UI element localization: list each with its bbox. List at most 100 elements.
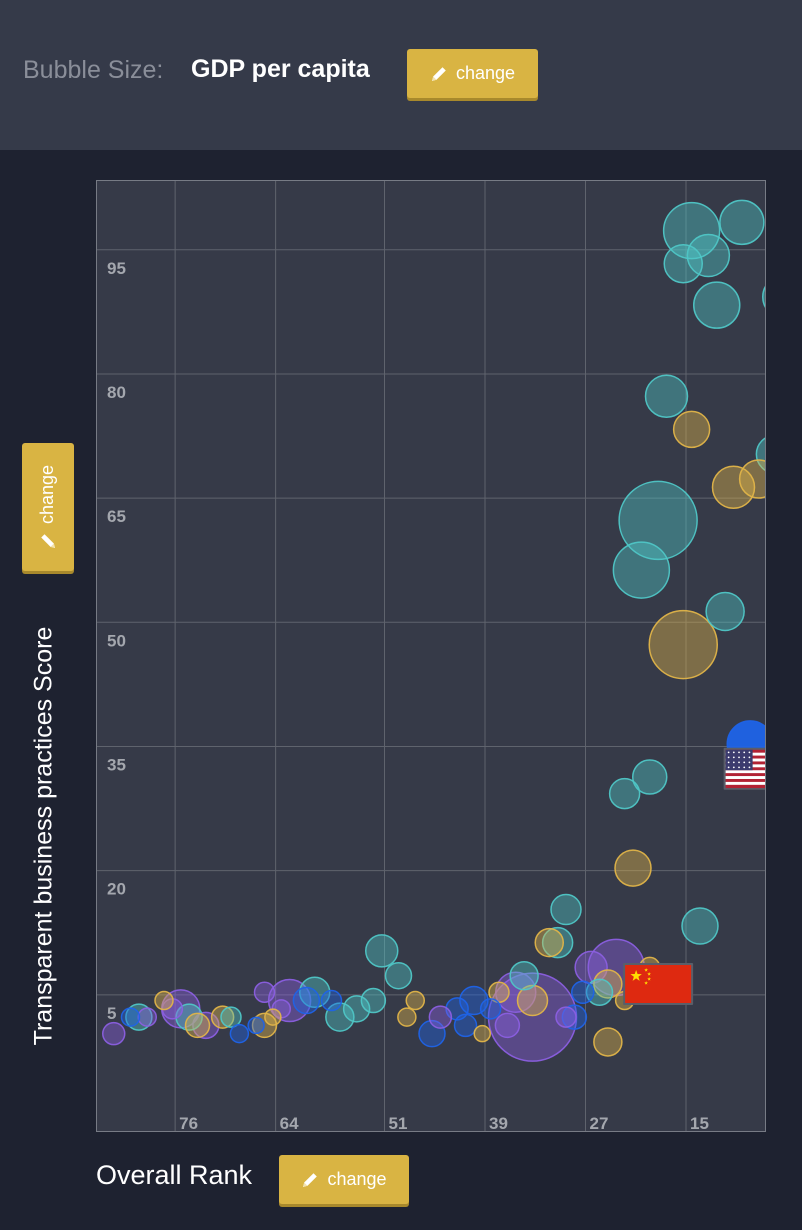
bubble[interactable] bbox=[405, 990, 425, 1011]
bubble[interactable] bbox=[632, 759, 668, 795]
bubble[interactable] bbox=[618, 480, 698, 561]
y-tick-label: 65 bbox=[107, 507, 126, 526]
flag-star bbox=[727, 766, 730, 769]
bubble[interactable] bbox=[672, 410, 711, 449]
bubble[interactable] bbox=[585, 978, 614, 1007]
bubble[interactable] bbox=[644, 374, 689, 418]
x-tick-label: 39 bbox=[489, 1114, 508, 1132]
pencil-icon bbox=[431, 66, 446, 81]
flag-stripe bbox=[725, 776, 765, 780]
flag-stripe bbox=[725, 778, 765, 783]
flag-stripe bbox=[725, 781, 765, 786]
bubble[interactable] bbox=[229, 1023, 250, 1044]
flag-star bbox=[738, 756, 740, 759]
bubble[interactable] bbox=[320, 989, 343, 1012]
flag-star bbox=[727, 761, 730, 764]
bubble[interactable] bbox=[397, 1007, 417, 1027]
flag-star bbox=[644, 967, 649, 972]
bubble[interactable] bbox=[494, 1012, 521, 1039]
bubble[interactable] bbox=[555, 1006, 577, 1028]
bubble[interactable] bbox=[686, 233, 731, 278]
bubble[interactable] bbox=[495, 971, 537, 1014]
x-tick-label: 64 bbox=[280, 1114, 299, 1132]
flag-star bbox=[743, 751, 746, 754]
bubble[interactable] bbox=[550, 893, 582, 926]
y-tick-label: 50 bbox=[107, 631, 126, 650]
flag-star bbox=[738, 761, 740, 764]
bubble[interactable] bbox=[384, 961, 413, 990]
bubble[interactable] bbox=[738, 459, 766, 499]
x-tick-label: 15 bbox=[690, 1114, 709, 1132]
bubble[interactable] bbox=[614, 849, 652, 887]
flag-star bbox=[732, 761, 735, 764]
flag-star bbox=[732, 751, 735, 754]
bubble-size-change-button[interactable]: change bbox=[407, 49, 538, 98]
bubble[interactable] bbox=[608, 777, 641, 810]
flag-china[interactable] bbox=[623, 962, 694, 1005]
bubble[interactable] bbox=[509, 960, 539, 991]
bubble[interactable] bbox=[561, 1004, 588, 1030]
bubble[interactable] bbox=[571, 980, 595, 1005]
bubble[interactable] bbox=[593, 1027, 623, 1057]
bubble[interactable] bbox=[184, 1012, 211, 1039]
bubble[interactable] bbox=[693, 281, 741, 329]
flag-star bbox=[647, 976, 652, 981]
y-tick-label: 95 bbox=[107, 259, 126, 278]
bubble[interactable] bbox=[755, 435, 766, 473]
flag-star bbox=[732, 756, 735, 759]
bubble[interactable] bbox=[220, 1006, 242, 1028]
y-axis-change-button[interactable]: change bbox=[22, 443, 74, 571]
bubble[interactable] bbox=[453, 1013, 478, 1038]
y-tick-label: 20 bbox=[107, 880, 126, 899]
flag-united-states[interactable] bbox=[723, 747, 766, 790]
bubble[interactable] bbox=[762, 276, 766, 318]
bubble[interactable] bbox=[681, 907, 719, 945]
bubble[interactable] bbox=[360, 987, 387, 1014]
bubble[interactable] bbox=[247, 1016, 265, 1035]
country-flags bbox=[623, 747, 766, 1005]
x-axis-change-button[interactable]: change bbox=[279, 1155, 409, 1204]
y-tick-label: 80 bbox=[107, 383, 126, 402]
bubble[interactable] bbox=[534, 927, 564, 958]
flag-star bbox=[748, 751, 751, 754]
x-tick-label: 27 bbox=[590, 1114, 609, 1132]
bubble[interactable] bbox=[264, 1008, 282, 1026]
bubble[interactable] bbox=[473, 1024, 491, 1043]
bubble[interactable] bbox=[662, 201, 721, 260]
y-axis-title: Transparent business practices Score bbox=[29, 626, 58, 1046]
bubble[interactable] bbox=[663, 244, 703, 284]
bubble[interactable] bbox=[479, 998, 502, 1020]
pencil-icon bbox=[41, 533, 55, 548]
bubble[interactable] bbox=[428, 1005, 453, 1029]
bubble[interactable] bbox=[210, 1005, 235, 1029]
bubble[interactable] bbox=[342, 995, 371, 1023]
bubble[interactable] bbox=[574, 950, 608, 985]
bubble[interactable] bbox=[102, 1021, 126, 1046]
bubble[interactable] bbox=[719, 199, 765, 246]
bubble[interactable] bbox=[593, 969, 623, 999]
bubble[interactable] bbox=[137, 1007, 157, 1027]
bubble-chart: 52035506580957664513927152 bbox=[97, 181, 766, 1132]
bubble[interactable] bbox=[711, 465, 756, 510]
bubble[interactable] bbox=[292, 986, 321, 1015]
flag-field bbox=[625, 964, 692, 1003]
bubble[interactable] bbox=[253, 981, 276, 1004]
flag-stripe bbox=[725, 784, 765, 789]
bubble[interactable] bbox=[648, 609, 718, 680]
bubble[interactable] bbox=[120, 1007, 141, 1027]
bubble-size-value: GDP per capita bbox=[191, 55, 370, 83]
bubble[interactable] bbox=[541, 926, 574, 959]
bubble[interactable] bbox=[612, 541, 671, 599]
bubble[interactable] bbox=[154, 990, 174, 1011]
y-tick-label: 5 bbox=[107, 1004, 116, 1023]
x-tick-label: 76 bbox=[179, 1114, 198, 1132]
x-tick-label: 51 bbox=[389, 1114, 408, 1132]
flag-star bbox=[647, 971, 652, 976]
flag-stripe bbox=[725, 770, 765, 774]
y-axis-change-label: change bbox=[37, 464, 58, 524]
bubble[interactable] bbox=[365, 934, 399, 968]
bubble[interactable] bbox=[418, 1019, 446, 1048]
bubble[interactable] bbox=[516, 984, 549, 1017]
plot-area: 52035506580957664513927152 bbox=[96, 180, 766, 1132]
bubble[interactable] bbox=[705, 591, 745, 632]
